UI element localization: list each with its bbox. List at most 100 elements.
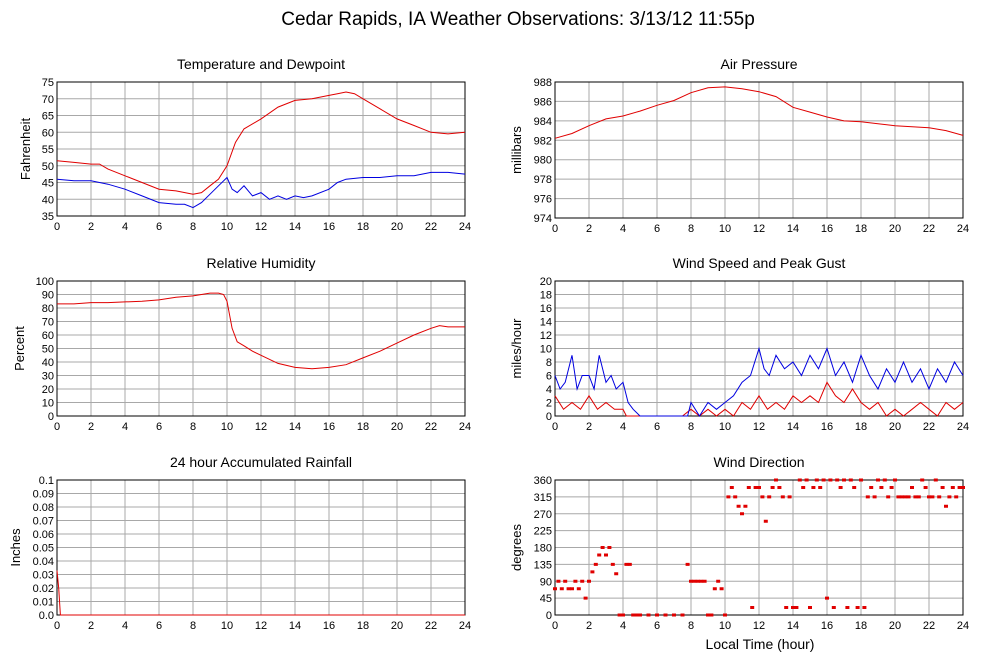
direction-point <box>556 579 561 583</box>
pressure-series-line-0 <box>554 86 964 139</box>
direction-point <box>937 495 942 499</box>
humidity-y-axis-label: Percent <box>12 326 27 371</box>
direction-point <box>583 596 588 600</box>
direction-point <box>685 562 690 566</box>
pressure-x-tick-label: 0 <box>552 223 558 235</box>
direction-point <box>680 613 685 617</box>
wind-x-tick-label: 12 <box>753 421 765 433</box>
wind-y-axis-label: miles/hour <box>509 318 524 379</box>
direction-point <box>855 606 860 609</box>
wind-y-tick-label: 2 <box>546 398 552 410</box>
pressure-y-tick-label: 988 <box>534 77 552 89</box>
direction-point <box>587 579 591 583</box>
direction-point <box>689 579 693 583</box>
rainfall-title: 24 hour Accumulated Rainfall <box>170 454 352 470</box>
direction-point <box>638 613 642 617</box>
rainfall-y-tick-label: 0.07 <box>33 516 54 528</box>
temp-y-tick-label: 40 <box>42 194 54 206</box>
humidity-x-tick-label: 2 <box>88 421 94 433</box>
wind-title: Wind Speed and Peak Gust <box>673 255 846 271</box>
direction-point <box>920 478 925 482</box>
pressure-x-tick-label: 4 <box>620 223 626 235</box>
wind-x-tick-label: 18 <box>855 421 867 433</box>
rainfall-grid <box>56 479 466 616</box>
direction-point <box>811 486 816 489</box>
rainfall-y-tick-label: 0.02 <box>33 583 54 595</box>
direction-point <box>903 495 908 499</box>
pressure-x-tick-label: 6 <box>654 223 660 235</box>
pressure-y-tick-label: 982 <box>534 135 552 147</box>
direction-y-tick-label: 135 <box>534 559 552 571</box>
direction-point <box>886 495 891 499</box>
humidity-x-tick-label: 24 <box>459 421 471 433</box>
direction-point <box>910 486 914 489</box>
direction-y-axis-label: degrees <box>509 524 524 571</box>
rainfall-y-tick-label: 0.04 <box>33 556 54 568</box>
direction-point <box>852 486 857 489</box>
pressure-x-tick-label: 22 <box>923 223 935 235</box>
direction-point <box>893 478 897 482</box>
direction-point <box>889 486 894 489</box>
rainfall-y-tick-label: 0.08 <box>33 502 54 514</box>
direction-point <box>593 562 598 566</box>
temp-x-tick-label: 10 <box>221 221 233 233</box>
humidity-x-tick-label: 22 <box>425 421 437 433</box>
direction-y-tick-label: 360 <box>534 475 552 487</box>
wind-series-line-1 <box>554 346 964 417</box>
direction-point <box>604 553 608 557</box>
wind-y-tick-label: 18 <box>540 290 552 302</box>
wind-frame <box>554 280 964 417</box>
direction-point <box>600 546 605 549</box>
direction-point <box>787 495 792 499</box>
rainfall-x-tick-label: 14 <box>289 620 301 632</box>
direction-point <box>794 606 799 609</box>
humidity-x-tick-label: 10 <box>221 421 233 433</box>
direction-point <box>940 486 945 489</box>
humidity-x-tick-label: 12 <box>255 421 267 433</box>
rainfall-y-tick-label: 0.03 <box>33 570 54 582</box>
direction-point <box>804 478 809 482</box>
humidity-y-tick-label: 50 <box>42 344 54 356</box>
direction-point <box>831 606 836 609</box>
direction-point <box>916 495 921 499</box>
pressure-x-tick-label: 16 <box>821 223 833 235</box>
direction-point <box>835 478 840 482</box>
direction-x-tick-label: 24 <box>957 620 969 632</box>
rainfall-x-tick-label: 4 <box>122 620 128 632</box>
rainfall-x-tick-label: 22 <box>425 620 437 632</box>
pressure-y-tick-label: 978 <box>534 174 552 186</box>
direction-point <box>818 486 823 489</box>
humidity-y-tick-label: 100 <box>36 276 54 288</box>
temp-x-tick-label: 0 <box>54 221 60 233</box>
temp-x-tick-label: 8 <box>190 221 196 233</box>
wind-x-tick-label: 6 <box>654 421 660 433</box>
direction-point <box>944 504 948 508</box>
pressure-y-tick-label: 974 <box>534 213 552 225</box>
wind-x-tick-label: 8 <box>688 421 694 433</box>
direction-point <box>899 495 904 499</box>
humidity-x-tick-label: 4 <box>122 421 128 433</box>
direction-point <box>808 606 812 609</box>
wind-y-tick-label: 0 <box>546 411 552 423</box>
direction-point <box>767 495 772 499</box>
direction-point <box>930 495 935 499</box>
pressure-x-tick-label: 8 <box>688 223 694 235</box>
humidity-y-tick-label: 80 <box>42 303 54 315</box>
direction-point <box>780 495 785 499</box>
direction-point <box>590 570 595 574</box>
pressure-x-tick-label: 10 <box>719 223 731 235</box>
pressure-x-tick-label: 18 <box>855 223 867 235</box>
pressure-y-tick-label: 986 <box>534 96 552 108</box>
direction-point <box>961 486 965 489</box>
temp-x-tick-label: 16 <box>323 221 335 233</box>
direction-point <box>627 562 632 566</box>
direction-point <box>746 486 751 489</box>
direction-point <box>726 495 731 499</box>
direction-point <box>753 486 758 489</box>
direction-point <box>797 478 802 482</box>
rainfall-x-tick-label: 18 <box>357 620 369 632</box>
